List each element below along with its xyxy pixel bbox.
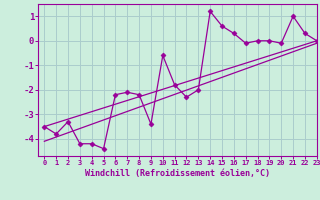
X-axis label: Windchill (Refroidissement éolien,°C): Windchill (Refroidissement éolien,°C): [85, 169, 270, 178]
